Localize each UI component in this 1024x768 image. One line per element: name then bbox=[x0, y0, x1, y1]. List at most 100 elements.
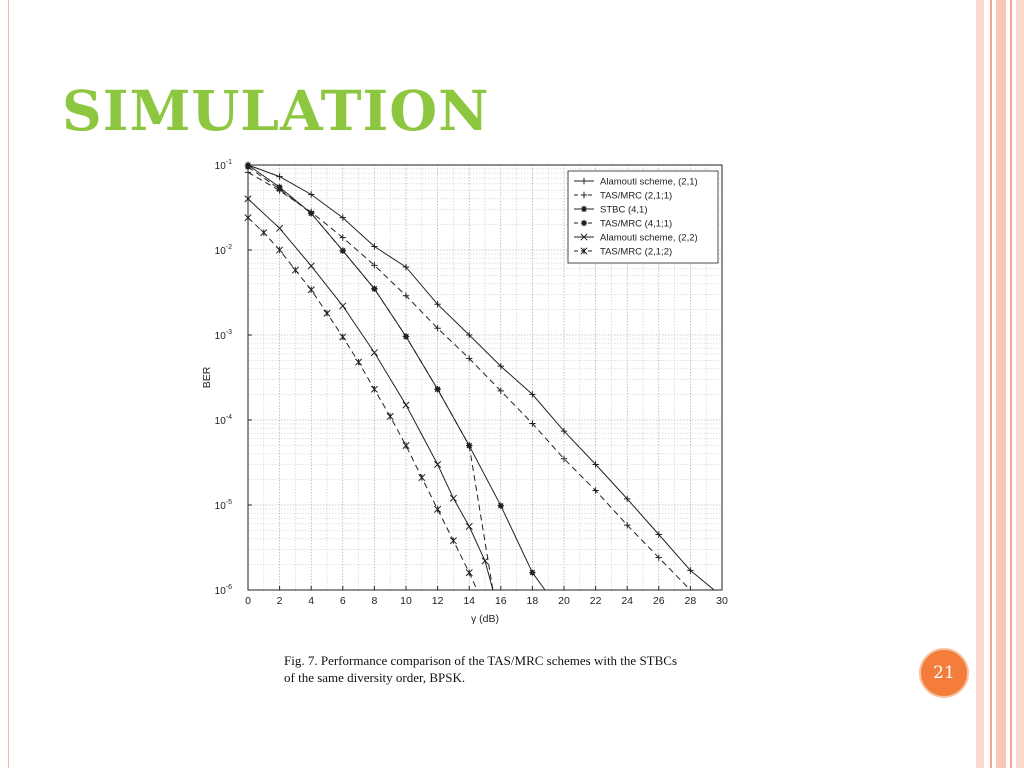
marker-asterisk bbox=[291, 266, 299, 274]
marker-star-rays bbox=[580, 205, 588, 213]
x-tick-label: 8 bbox=[371, 595, 377, 607]
x-tick-label: 30 bbox=[716, 595, 728, 607]
marker-asterisk bbox=[307, 286, 315, 294]
marker-plus bbox=[497, 387, 504, 395]
marker-plus bbox=[655, 554, 662, 561]
series-5 bbox=[244, 195, 494, 591]
marker-asterisk bbox=[339, 333, 347, 341]
marker-star-rays bbox=[308, 210, 315, 217]
marker-plus bbox=[560, 427, 568, 435]
caption-line-1: Fig. 7. Performance comparison of the TA… bbox=[284, 653, 678, 668]
marker-asterisk bbox=[465, 569, 473, 577]
marker-x bbox=[465, 522, 473, 530]
marker-plus bbox=[371, 243, 378, 250]
series-line bbox=[247, 166, 494, 591]
marker-plus bbox=[402, 263, 410, 271]
page-number-badge: 21 bbox=[919, 648, 969, 698]
y-tick-label: 10-3 bbox=[215, 329, 232, 342]
marker-plus bbox=[339, 214, 346, 221]
chart-series bbox=[244, 161, 715, 591]
marker-plus bbox=[497, 362, 504, 370]
marker-asterisk bbox=[323, 309, 331, 317]
slide-frame-right bbox=[976, 0, 1024, 768]
legend-entry: STBC (4,1) bbox=[600, 205, 648, 216]
y-tick-label: 10-2 bbox=[215, 244, 232, 257]
x-tick-label: 18 bbox=[527, 595, 539, 607]
marker-plus bbox=[339, 234, 346, 241]
series-4 bbox=[244, 163, 494, 591]
marker-plus bbox=[624, 495, 631, 503]
x-tick-label: 16 bbox=[495, 595, 507, 607]
marker-asterisk bbox=[580, 247, 588, 255]
marker-star-rays bbox=[497, 502, 504, 509]
marker-star-rays bbox=[580, 219, 588, 227]
x-tick-label: 24 bbox=[621, 595, 633, 607]
marker-plus bbox=[371, 262, 378, 269]
x-tick-label: 6 bbox=[340, 595, 346, 607]
marker-x bbox=[307, 262, 315, 270]
marker-asterisk bbox=[402, 442, 410, 450]
series-6 bbox=[244, 214, 478, 591]
marker-star-rays bbox=[371, 285, 378, 292]
marker-asterisk bbox=[276, 246, 284, 254]
marker-x bbox=[402, 401, 410, 409]
y-tick-label: 10-1 bbox=[215, 159, 232, 172]
marker-asterisk bbox=[260, 229, 268, 237]
legend-entry: Alamouti scheme, (2,1) bbox=[600, 177, 698, 188]
slide-title: SIMULATION bbox=[62, 78, 490, 143]
marker-plus bbox=[434, 301, 441, 308]
marker-plus bbox=[434, 325, 441, 332]
legend-box bbox=[567, 170, 719, 264]
marker-plus bbox=[687, 567, 694, 574]
marker-x bbox=[339, 302, 347, 310]
marker-plus bbox=[580, 177, 588, 185]
x-tick-label: 26 bbox=[653, 595, 665, 607]
marker-asterisk bbox=[418, 474, 426, 482]
legend-entry: TAS/MRC (2,1;1) bbox=[600, 191, 672, 202]
marker-x bbox=[481, 557, 489, 565]
y-axis-label: BER bbox=[201, 366, 213, 388]
marker-x bbox=[449, 494, 457, 502]
marker-x bbox=[276, 224, 284, 232]
marker-star-rays bbox=[339, 247, 346, 254]
marker-star-rays bbox=[402, 333, 410, 340]
marker-plus bbox=[466, 355, 473, 362]
x-tick-label: 10 bbox=[400, 595, 412, 607]
marker-plus bbox=[580, 191, 588, 199]
marker-star-rays bbox=[466, 442, 473, 449]
plot-frame bbox=[247, 164, 723, 591]
marker-asterisk bbox=[386, 412, 394, 421]
marker-asterisk bbox=[370, 385, 378, 393]
x-tick-label: 14 bbox=[463, 595, 475, 607]
y-tick-label: 10-6 bbox=[215, 584, 232, 597]
marker-plus bbox=[276, 173, 283, 180]
y-tick-label: 10-5 bbox=[215, 499, 232, 512]
x-tick-label: 20 bbox=[558, 595, 570, 607]
marker-asterisk bbox=[449, 537, 457, 545]
marker-x bbox=[434, 460, 442, 468]
legend-entry: TAS/MRC (4,1;1) bbox=[600, 219, 672, 230]
marker-plus bbox=[466, 331, 473, 339]
legend-entry: Alamouti scheme, (2,2) bbox=[600, 233, 698, 244]
marker-star-rays bbox=[529, 569, 536, 576]
marker-plus bbox=[560, 455, 568, 462]
x-tick-label: 12 bbox=[432, 595, 444, 607]
x-tick-label: 28 bbox=[685, 595, 697, 607]
marker-plus bbox=[592, 487, 599, 494]
marker-plus bbox=[308, 191, 315, 198]
caption-line-2: of the same diversity order, BPSK. bbox=[284, 670, 466, 685]
marker-star-rays bbox=[434, 386, 441, 393]
marker-x bbox=[370, 349, 378, 357]
marker-plus bbox=[624, 521, 631, 529]
x-tick-label: 2 bbox=[277, 595, 283, 607]
x-tick-label: 4 bbox=[308, 595, 314, 607]
marker-x bbox=[580, 233, 588, 241]
page-number: 21 bbox=[933, 663, 955, 683]
chart-axes: 0 2 4 6 8 10 12 14 16 18 20 22 24 26 28 3010-610-510-41… bbox=[201, 159, 728, 625]
x-axis-label: γ (dB) bbox=[471, 613, 499, 625]
marker-plus bbox=[592, 461, 599, 468]
chart-legend: Alamouti scheme, (2,1) TAS/MRC (2,1;1) STB… bbox=[567, 170, 719, 264]
series-line bbox=[247, 164, 715, 591]
marker-plus bbox=[655, 531, 662, 538]
marker-asterisk bbox=[355, 358, 363, 366]
